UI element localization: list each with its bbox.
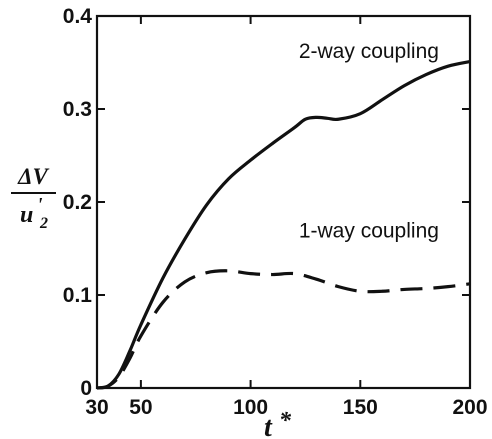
y-axis-label-denominator: u — [20, 202, 33, 228]
x-tick-label: 200 — [452, 396, 487, 419]
y-axis-label: ΔV u ' 2 — [11, 164, 56, 232]
series-annotation: 1-way coupling — [299, 219, 439, 242]
x-tick-label: 100 — [233, 396, 268, 419]
y-axis-label-denominator-prime: ' — [37, 194, 43, 216]
x-axis-label-main: t — [264, 412, 273, 439]
x-tick-label: 50 — [129, 396, 152, 419]
y-axis-label-denominator-subscript: 2 — [39, 215, 48, 232]
plot-frame — [95, 14, 472, 390]
x-tick-label: 150 — [343, 396, 378, 419]
y-tick-label: 0 — [80, 377, 92, 400]
series-line-1-way-coupling — [96, 269, 471, 390]
y-axis-label-numerator: ΔV — [17, 164, 49, 189]
y-tick-label: 0.1 — [63, 284, 93, 307]
axis-tick-labels: 30 50 100 150 200 0 0.1 0.2 0.3 0.4 — [63, 5, 488, 419]
x-axis-label: t * — [264, 408, 292, 439]
x-axis-label-superscript: * — [279, 408, 292, 434]
series-line-2-way-coupling — [96, 60, 471, 390]
y-tick-label: 0.4 — [63, 5, 93, 28]
y-tick-label: 0.2 — [63, 191, 92, 214]
series-layer — [96, 60, 471, 390]
axis-ticks — [96, 15, 471, 389]
y-tick-label: 0.3 — [63, 98, 92, 121]
series-annotations: 2-way coupling 1-way coupling — [299, 40, 439, 242]
plot-border — [95, 14, 472, 390]
x-tick-label: 30 — [85, 396, 108, 419]
series-annotation: 2-way coupling — [299, 40, 439, 63]
